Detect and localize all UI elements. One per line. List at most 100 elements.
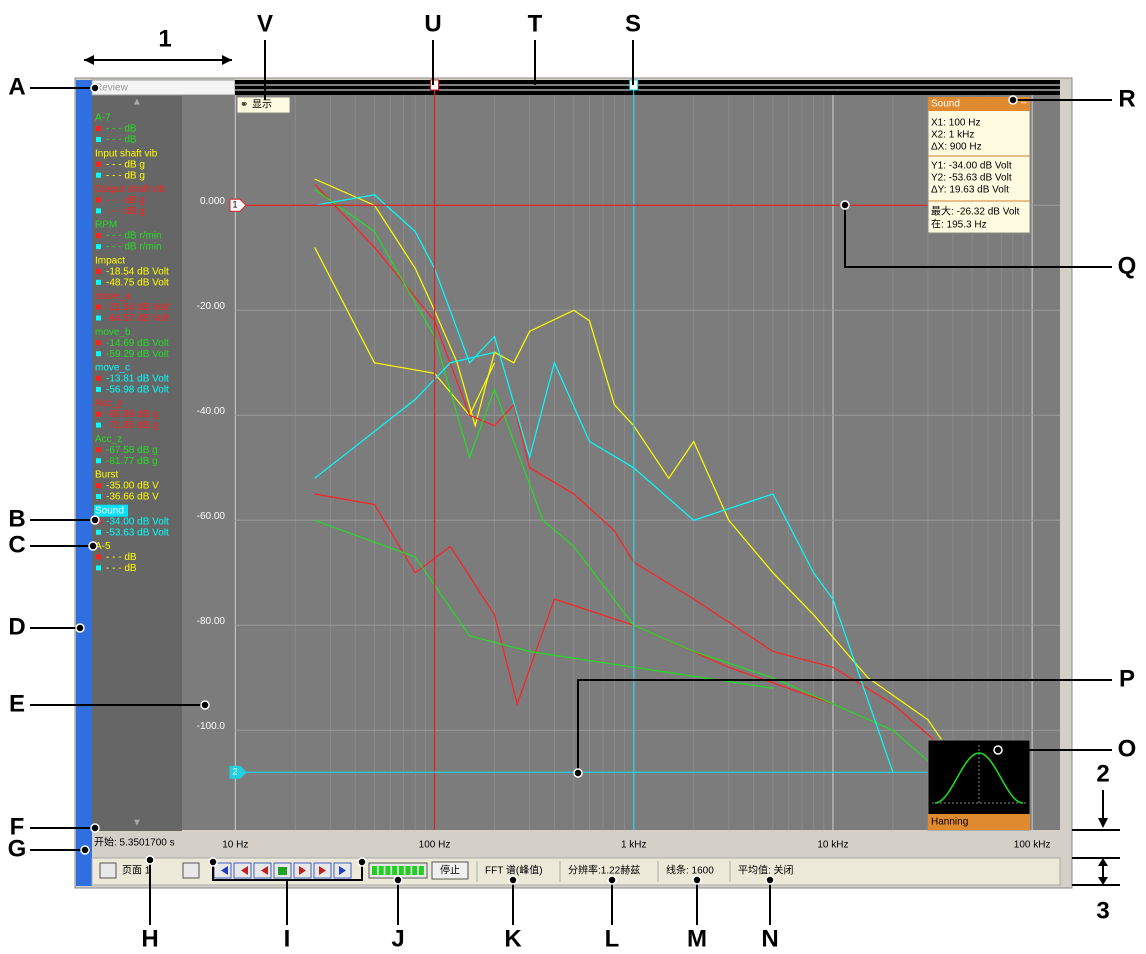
annotation-dot (208, 857, 218, 867)
channel-name[interactable]: Burst (95, 470, 119, 481)
show-icon: ⚭ (240, 100, 248, 111)
axis-strip (92, 832, 1060, 854)
channel-value: -21.54 dB Volt (106, 302, 169, 313)
channel-selected (94, 504, 128, 517)
channel-value: -66.99 dB g (106, 409, 158, 420)
annotation-label: J (391, 925, 404, 952)
channel-value: - - - dB g (106, 206, 145, 217)
channel-name[interactable]: move_b (95, 327, 131, 338)
spectrum-trace (314, 194, 894, 773)
channel-name[interactable]: Impact (95, 255, 125, 266)
annotation-label: 1 (158, 25, 171, 52)
channel-value: -71.85 dB g (106, 420, 158, 431)
cursor-box-line: X1: 100 Hz (931, 118, 980, 129)
channel-name[interactable]: A-5 (95, 541, 111, 552)
channel-name[interactable]: Acc_y (95, 398, 122, 409)
level-segment (412, 866, 418, 875)
arrow-head (84, 55, 94, 65)
channel-value: -36.66 dB V (106, 492, 159, 503)
cursor-swatch (96, 447, 101, 453)
y-cursor-handle[interactable] (229, 198, 247, 212)
channel-name[interactable]: Sound (95, 505, 124, 516)
y-cursor-handle[interactable] (229, 765, 247, 779)
annotation-dot (573, 768, 583, 778)
annotation-label: U (424, 10, 441, 37)
cursor-box-min[interactable]: – (1021, 98, 1027, 109)
channel-value: - - - dB g (106, 195, 145, 206)
annotation-label: D (8, 613, 25, 640)
level-segment (392, 866, 398, 875)
annotation-label: N (761, 925, 778, 952)
channel-name[interactable]: move_c (95, 363, 130, 374)
y-tick-label: -20.00 (197, 301, 226, 312)
inset-label-bar (928, 814, 1030, 830)
x-tick-label: 10 kHz (817, 840, 848, 851)
x-tick-label: 10 Hz (222, 840, 248, 851)
cursor-swatch (96, 483, 101, 488)
transport-icon (319, 866, 326, 875)
window-function: Hanning (931, 817, 968, 828)
spectrum-trace (314, 183, 954, 757)
cursor-swatch (96, 197, 101, 203)
start-time: 开始: 5.3501700 s (94, 836, 175, 849)
cursor-box-line: 在: 195.3 Hz (931, 219, 987, 231)
channel-name[interactable]: A-7 (95, 113, 111, 124)
channel-value: -81.77 dB g (106, 456, 158, 467)
annotation-dot (90, 823, 100, 833)
x-tick-label: 100 kHz (1014, 840, 1051, 851)
cursor-swatch (96, 458, 101, 464)
ui: A-7 - - - dB- - - dB Input shaft vib - - - … (94, 96, 1031, 882)
page-next[interactable] (182, 862, 200, 879)
cursor-swatch (96, 161, 101, 167)
show-button[interactable] (236, 96, 291, 114)
annotation-dot (393, 875, 403, 885)
annotation-label: L (605, 925, 620, 952)
channel-value: - - - dB (106, 552, 137, 563)
annotation-dot (200, 700, 210, 710)
level-segment (378, 866, 384, 875)
annotation-dot (765, 875, 775, 885)
y-tick-label: -80.00 (197, 616, 226, 627)
plot-area (182, 95, 1060, 830)
channel-value: - - - dB (106, 563, 137, 574)
channel-name[interactable]: RPM (95, 220, 117, 231)
scroll-up[interactable]: ▲ (132, 97, 142, 108)
annotation-label: S (625, 10, 641, 37)
x-tick-label: 100 Hz (419, 840, 451, 851)
annotation-label: P (1119, 665, 1135, 692)
annotation-label: F (10, 813, 25, 840)
annotation-dot (75, 623, 85, 633)
status-resolution: 分辨率:1.22赫兹 (568, 864, 640, 877)
cursor-swatch (96, 172, 101, 178)
spectrum-trace (314, 178, 954, 757)
channel-name[interactable]: Acc_z (95, 434, 122, 445)
transport-icon (299, 866, 306, 875)
annotation-label: K (504, 925, 522, 952)
stop-button[interactable] (431, 861, 469, 880)
x-cursor-handle[interactable] (430, 79, 440, 91)
page-prev[interactable] (99, 862, 117, 879)
annotation-label: V (257, 10, 273, 37)
channel-name[interactable]: Output shaft vib (95, 184, 165, 195)
annotation-line (844, 205, 1112, 268)
arrow-head (1098, 877, 1108, 885)
cursor-swatch (96, 126, 101, 131)
cursor-swatch (96, 554, 101, 560)
channel-value: -14.69 dB Volt (106, 338, 169, 349)
channel-name[interactable]: move_a (95, 291, 131, 302)
channel-name[interactable]: Input shaft vib (95, 148, 158, 159)
annotation-dot (357, 857, 367, 867)
annotation-label: 2 (1096, 760, 1109, 787)
status-mode: FFT 谱(峰值) (485, 864, 543, 877)
annotation-dot (80, 845, 90, 855)
cursor-swatch (96, 386, 101, 392)
stop-label: 停止 (440, 864, 460, 877)
cursor-box-line: ΔY: 19.63 dB Volt (931, 185, 1009, 196)
y-tick-label: 0.000 (200, 196, 225, 207)
channel-value: -13.81 dB Volt (106, 374, 169, 385)
y-tick-label: -100.0 (197, 721, 226, 732)
scroll-down[interactable]: ▼ (132, 818, 142, 829)
annotation-dot (840, 200, 850, 210)
annotation-dot (90, 83, 100, 93)
